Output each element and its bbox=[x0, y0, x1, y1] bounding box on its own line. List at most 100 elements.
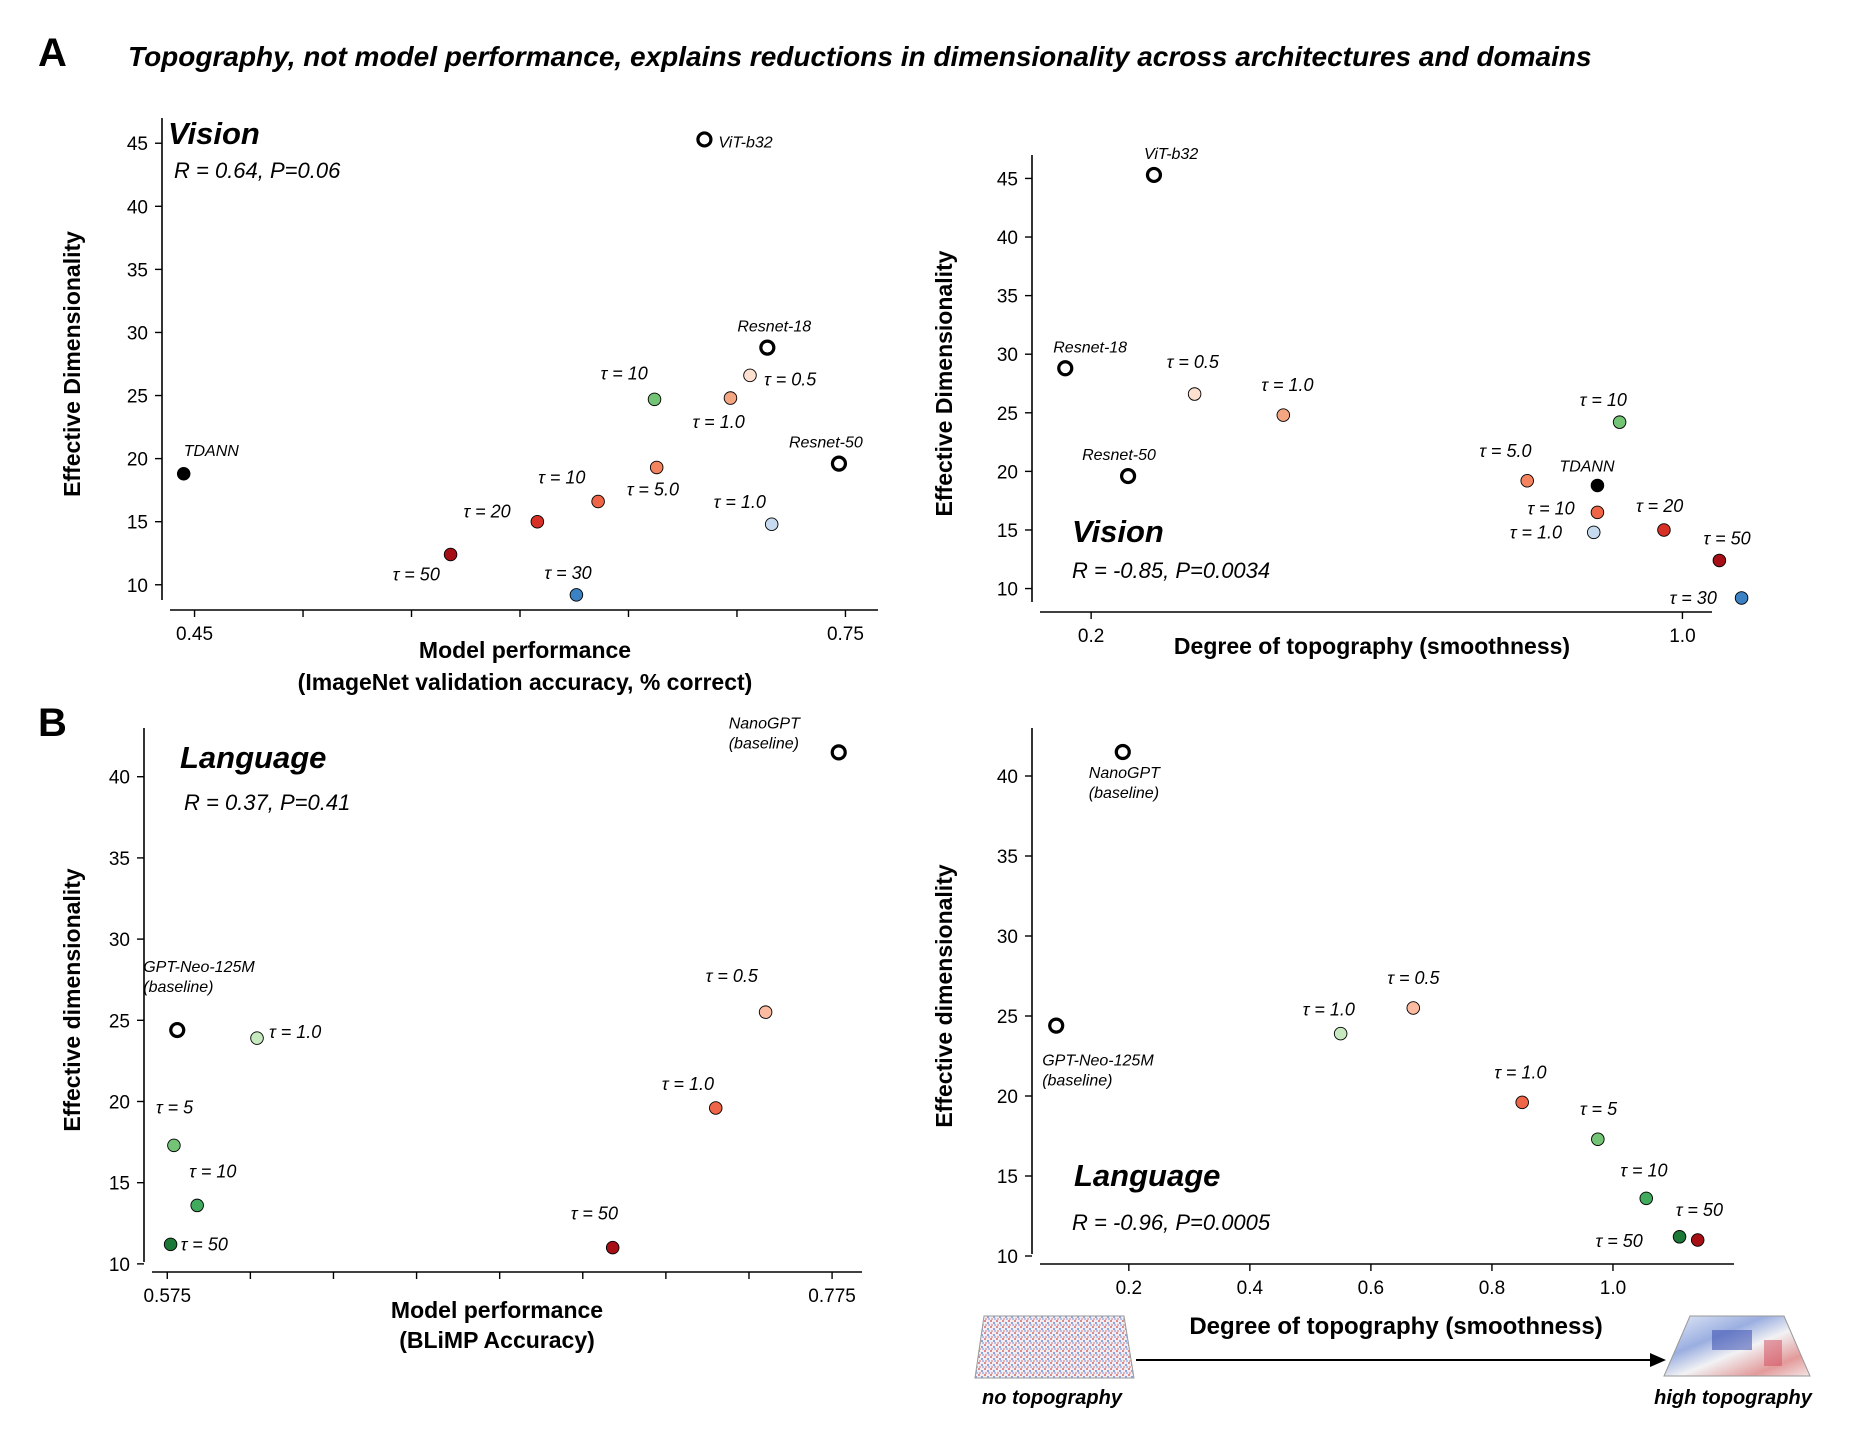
data-point bbox=[708, 1101, 723, 1115]
data-point bbox=[1591, 1132, 1605, 1146]
data-point bbox=[1586, 525, 1601, 540]
data-point-label: τ = 1.0 bbox=[1510, 522, 1562, 542]
x-tick-label: 0.775 bbox=[808, 1286, 856, 1307]
data-point bbox=[591, 494, 605, 509]
data-point bbox=[696, 131, 713, 148]
y-tick-label: 35 bbox=[997, 287, 1018, 308]
data-point-label: Resnet-18 bbox=[1053, 339, 1127, 356]
y-tick-label: 40 bbox=[997, 767, 1018, 788]
data-point-label: τ = 50 bbox=[181, 1234, 228, 1254]
data-point-label: τ = 5 bbox=[1580, 1099, 1618, 1119]
y-tick-label: 20 bbox=[127, 450, 148, 471]
data-point bbox=[176, 467, 191, 481]
x-tick-label: 1.0 bbox=[1669, 626, 1695, 647]
data-point-label: τ = 30 bbox=[1670, 588, 1717, 608]
data-point-label: τ = 1.0 bbox=[692, 412, 744, 432]
y-tick-label: 15 bbox=[997, 1167, 1018, 1188]
data-point-label: τ = 0.5 bbox=[764, 369, 817, 389]
data-point bbox=[163, 1237, 178, 1252]
data-point bbox=[723, 391, 738, 405]
y-tick-label: 15 bbox=[109, 1174, 130, 1195]
data-point bbox=[830, 744, 847, 761]
data-point-label: Resnet-50 bbox=[1082, 447, 1156, 464]
data-point-label: τ = 1.0 bbox=[1303, 1000, 1355, 1020]
topography-illustration: no topography high topography bbox=[974, 1315, 1813, 1409]
data-point bbox=[169, 1021, 186, 1039]
y-tick-label: 20 bbox=[997, 1087, 1018, 1108]
y-tick-label: 10 bbox=[109, 1255, 130, 1276]
x-axis-label: Degree of topography (smoothness) bbox=[1174, 633, 1570, 659]
no-topography-map bbox=[974, 1315, 1135, 1379]
y-tick-label: 35 bbox=[997, 847, 1018, 868]
data-point bbox=[1145, 166, 1163, 184]
chart-domain-label: Vision bbox=[168, 116, 260, 151]
data-point-label: ViT-b32 bbox=[718, 134, 772, 151]
x-axis-label: Model performance bbox=[391, 1297, 603, 1323]
data-point-label: (baseline) bbox=[143, 979, 213, 996]
data-point-label: τ = 50 bbox=[1676, 1200, 1723, 1220]
data-point-label: τ = 10 bbox=[1527, 498, 1574, 518]
x-tick-label: 0.4 bbox=[1237, 1278, 1264, 1299]
x-tick-label: 0.2 bbox=[1116, 1278, 1142, 1299]
y-tick-label: 30 bbox=[127, 323, 148, 344]
data-point-label: τ = 0.5 bbox=[1387, 968, 1440, 988]
data-point-label: τ = 50 bbox=[571, 1204, 618, 1224]
data-point-label: τ = 30 bbox=[544, 563, 591, 583]
data-point-label: τ = 1.0 bbox=[714, 492, 766, 512]
data-point bbox=[443, 547, 458, 562]
data-point-label: τ = 0.5 bbox=[706, 966, 759, 986]
no-topography-label: no topography bbox=[982, 1387, 1123, 1409]
y-tick-label: 20 bbox=[109, 1092, 130, 1113]
data-point bbox=[1734, 591, 1749, 605]
data-point bbox=[1114, 743, 1131, 761]
high-topography-label: high topography bbox=[1654, 1387, 1813, 1409]
y-tick-label: 10 bbox=[997, 580, 1018, 601]
data-point bbox=[1657, 523, 1671, 537]
data-point bbox=[1590, 478, 1605, 493]
x-axis-label: (BLiMP Accuracy) bbox=[399, 1327, 595, 1353]
data-point-label: τ = 20 bbox=[1636, 496, 1683, 516]
y-tick-label: 45 bbox=[127, 134, 148, 155]
panel-a-letter: A bbox=[38, 31, 67, 75]
y-tick-label: 25 bbox=[997, 404, 1018, 425]
y-tick-label: 15 bbox=[127, 513, 148, 534]
data-point-label: τ = 50 bbox=[1703, 528, 1750, 548]
y-tick-label: 35 bbox=[109, 849, 130, 870]
chart-domain-label: Language bbox=[180, 740, 326, 775]
data-point bbox=[1333, 1026, 1348, 1041]
language-topography-chart: 10 15 20 25 30 35 40 0.2 0.4 0.6 0.8 1.0 Effective d… bbox=[931, 728, 1734, 1340]
x-axis-label: (ImageNet validation accuracy, % correct… bbox=[298, 669, 753, 695]
data-point-label: TDANN bbox=[184, 443, 240, 460]
x-tick-label: 0.75 bbox=[827, 624, 864, 645]
data-point bbox=[1057, 360, 1074, 377]
data-point bbox=[1187, 387, 1202, 401]
y-tick-label: 10 bbox=[997, 1247, 1018, 1268]
data-point-label: Resnet-50 bbox=[789, 435, 863, 452]
data-point bbox=[1119, 467, 1137, 485]
data-point-label: τ = 10 bbox=[189, 1161, 236, 1181]
data-point bbox=[1406, 1001, 1421, 1015]
data-point-label: τ = 50 bbox=[1596, 1231, 1643, 1251]
data-point-label: τ = 1.0 bbox=[1494, 1062, 1546, 1082]
data-point bbox=[647, 392, 662, 407]
chart-stats-label: R = -0.96, P=0.0005 bbox=[1072, 1210, 1271, 1235]
data-point-label: τ = 10 bbox=[601, 363, 648, 383]
y-axis-label: Effective dimensionality bbox=[931, 864, 957, 1128]
y-tick-label: 20 bbox=[997, 462, 1018, 483]
data-point bbox=[530, 514, 545, 529]
data-point-label: NanoGPT bbox=[729, 715, 801, 732]
data-point bbox=[1672, 1230, 1687, 1244]
data-point-label: τ = 10 bbox=[1580, 390, 1627, 410]
data-point bbox=[569, 588, 584, 602]
data-point-label: (baseline) bbox=[1089, 785, 1159, 802]
data-point bbox=[758, 1005, 773, 1019]
y-axis-label: Effective Dimensionality bbox=[931, 250, 957, 516]
data-point bbox=[1590, 505, 1605, 520]
arrow-head-icon bbox=[1650, 1353, 1666, 1367]
y-tick-label: 35 bbox=[127, 260, 148, 281]
data-point bbox=[1639, 1191, 1653, 1206]
x-tick-label: 0.45 bbox=[176, 624, 213, 645]
y-tick-label: 40 bbox=[109, 768, 130, 789]
data-point-label: NanoGPT bbox=[1089, 765, 1161, 782]
